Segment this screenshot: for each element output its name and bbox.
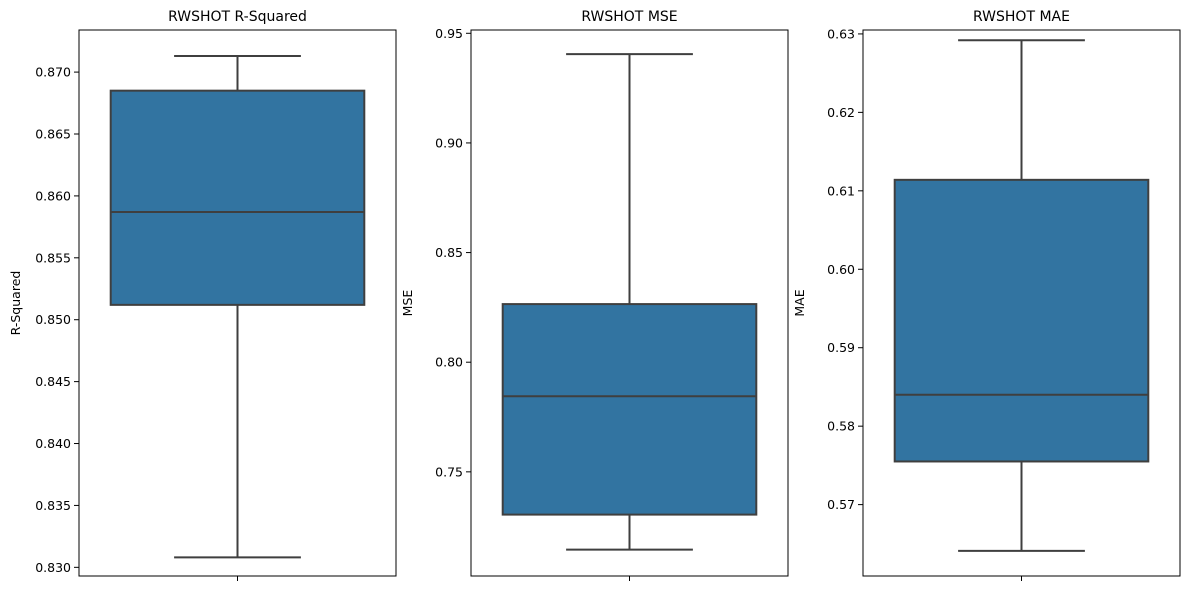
plot-frame <box>862 29 1181 577</box>
y-tick-label: 0.59 <box>827 340 855 355</box>
y-tick-label: 0.62 <box>827 105 855 120</box>
y-tick-label: 0.58 <box>827 419 855 434</box>
y-tick-label: 0.57 <box>827 497 855 512</box>
y-tick-label: 0.855 <box>35 250 71 265</box>
subplot-1: RWSHOT R-Squared R-Squared 0.830 0.835 0.840… <box>8 9 397 581</box>
subplot-3: RWSHOT MAE MAE 0.57 0.58 0.59 0.60 0.61 0.62 0.6… <box>792 9 1181 581</box>
chart-title: RWSHOT MAE <box>973 9 1070 25</box>
y-tick-label: 0.95 <box>435 26 463 41</box>
plot-frame <box>78 29 397 577</box>
y-axis-label: MAE <box>792 289 807 316</box>
y-tick-label: 0.61 <box>827 183 855 198</box>
y-tick-label: 0.85 <box>435 245 463 260</box>
chart-title: RWSHOT MSE <box>581 9 677 25</box>
y-tick-label: 0.870 <box>35 65 71 80</box>
subplot-2: RWSHOT MSE MSE 0.75 0.80 0.85 0.90 0.95 <box>400 9 789 581</box>
iqr-box <box>109 89 366 306</box>
y-tick-label: 0.835 <box>35 498 71 513</box>
y-tick-label: 0.60 <box>827 262 855 277</box>
y-tick-label: 0.75 <box>435 464 463 479</box>
plot-frame <box>470 29 789 577</box>
y-tick-label: 0.845 <box>35 374 71 389</box>
y-tick-label: 0.80 <box>435 355 463 370</box>
iqr-box <box>893 178 1150 463</box>
y-axis-label: MSE <box>400 290 415 317</box>
y-tick-label: 0.90 <box>435 135 463 150</box>
y-tick-label: 0.840 <box>35 436 71 451</box>
y-tick-label: 0.850 <box>35 312 71 327</box>
y-axis-label: R-Squared <box>8 271 23 336</box>
y-tick-label: 0.865 <box>35 127 71 142</box>
y-tick-label: 0.63 <box>827 26 855 41</box>
y-tick-label: 0.830 <box>35 560 71 575</box>
iqr-box <box>501 303 758 516</box>
y-tick-label: 0.860 <box>35 188 71 203</box>
chart-title: RWSHOT R-Squared <box>168 9 307 25</box>
